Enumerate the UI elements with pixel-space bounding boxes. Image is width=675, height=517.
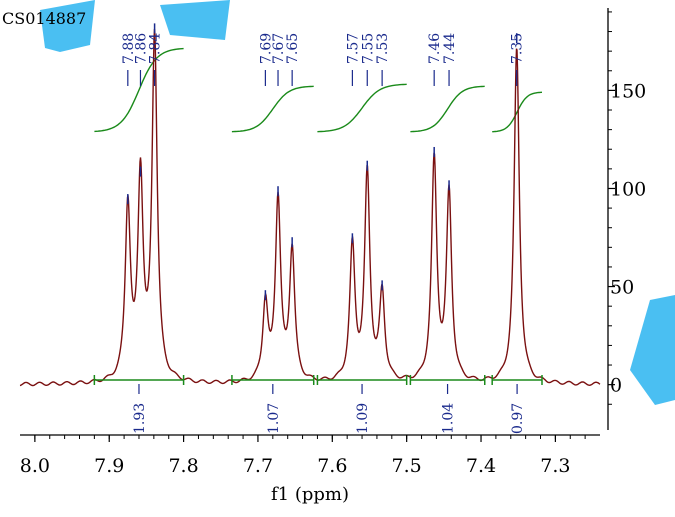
peak-label: 7.55	[360, 33, 376, 64]
x-tick-label: 7.8	[168, 455, 198, 477]
y-axis: 0 50 100 150	[607, 8, 646, 430]
spectrum-plot	[19, 28, 601, 387]
watermark-shape	[40, 0, 95, 52]
integral-curve	[410, 85, 485, 133]
watermark-shape	[160, 0, 230, 40]
integral-value: 1.93	[132, 403, 148, 434]
integral-value: 0.97	[510, 403, 526, 434]
integral-value: 1.07	[266, 403, 282, 434]
x-tick-label: 7.7	[243, 455, 273, 477]
peak-label: 7.84	[148, 33, 164, 64]
integral-curve	[317, 83, 407, 133]
peak-label: 7.57	[345, 33, 361, 64]
peak-label: 7.53	[375, 33, 391, 64]
peak-label: 7.67	[271, 33, 287, 64]
x-tick-label: 7.6	[317, 455, 347, 477]
peak-label: 7.69	[258, 33, 274, 64]
x-tick-label: 7.3	[540, 455, 570, 477]
y-tick-label: 150	[610, 80, 646, 102]
integral-value: 1.09	[355, 403, 371, 434]
integral-curve	[492, 91, 542, 133]
x-tick-label: 7.5	[392, 455, 422, 477]
integral-curves	[94, 47, 542, 133]
integral-curve	[94, 47, 184, 133]
sample-id: CS014887	[2, 9, 86, 28]
integral-curve	[231, 85, 314, 133]
integral-value: 1.04	[441, 403, 457, 434]
watermark-logo	[40, 0, 675, 405]
spectrum-line	[19, 28, 601, 387]
x-tick-label: 7.4	[466, 455, 496, 477]
peak-label: 7.44	[442, 33, 458, 64]
y-tick-label: 50	[610, 277, 634, 299]
y-tick-label: 100	[610, 178, 646, 200]
x-axis-title: f1 (ppm)	[271, 484, 349, 505]
peak-labels: 7.887.867.84 7.697.677.65 7.577.557.53 7.46…	[121, 23, 526, 301]
peak-label: 7.46	[427, 33, 443, 64]
integral-bars: 1.93 1.07 1.09 1.04 0.97	[93, 375, 543, 434]
peak-label: 7.86	[133, 33, 149, 64]
x-tick-label: 7.9	[94, 455, 124, 477]
x-tick-label: 8.0	[20, 455, 50, 477]
peak-label: 7.65	[285, 33, 301, 64]
watermark-shape	[630, 295, 675, 405]
x-axis: 8.0 7.9 7.8 7.7 7.6 7.5 7.4 7.3	[20, 434, 600, 477]
peak-label: 7.35	[510, 33, 526, 64]
y-tick-label: 0	[610, 375, 622, 397]
peak-label: 7.88	[121, 33, 137, 64]
